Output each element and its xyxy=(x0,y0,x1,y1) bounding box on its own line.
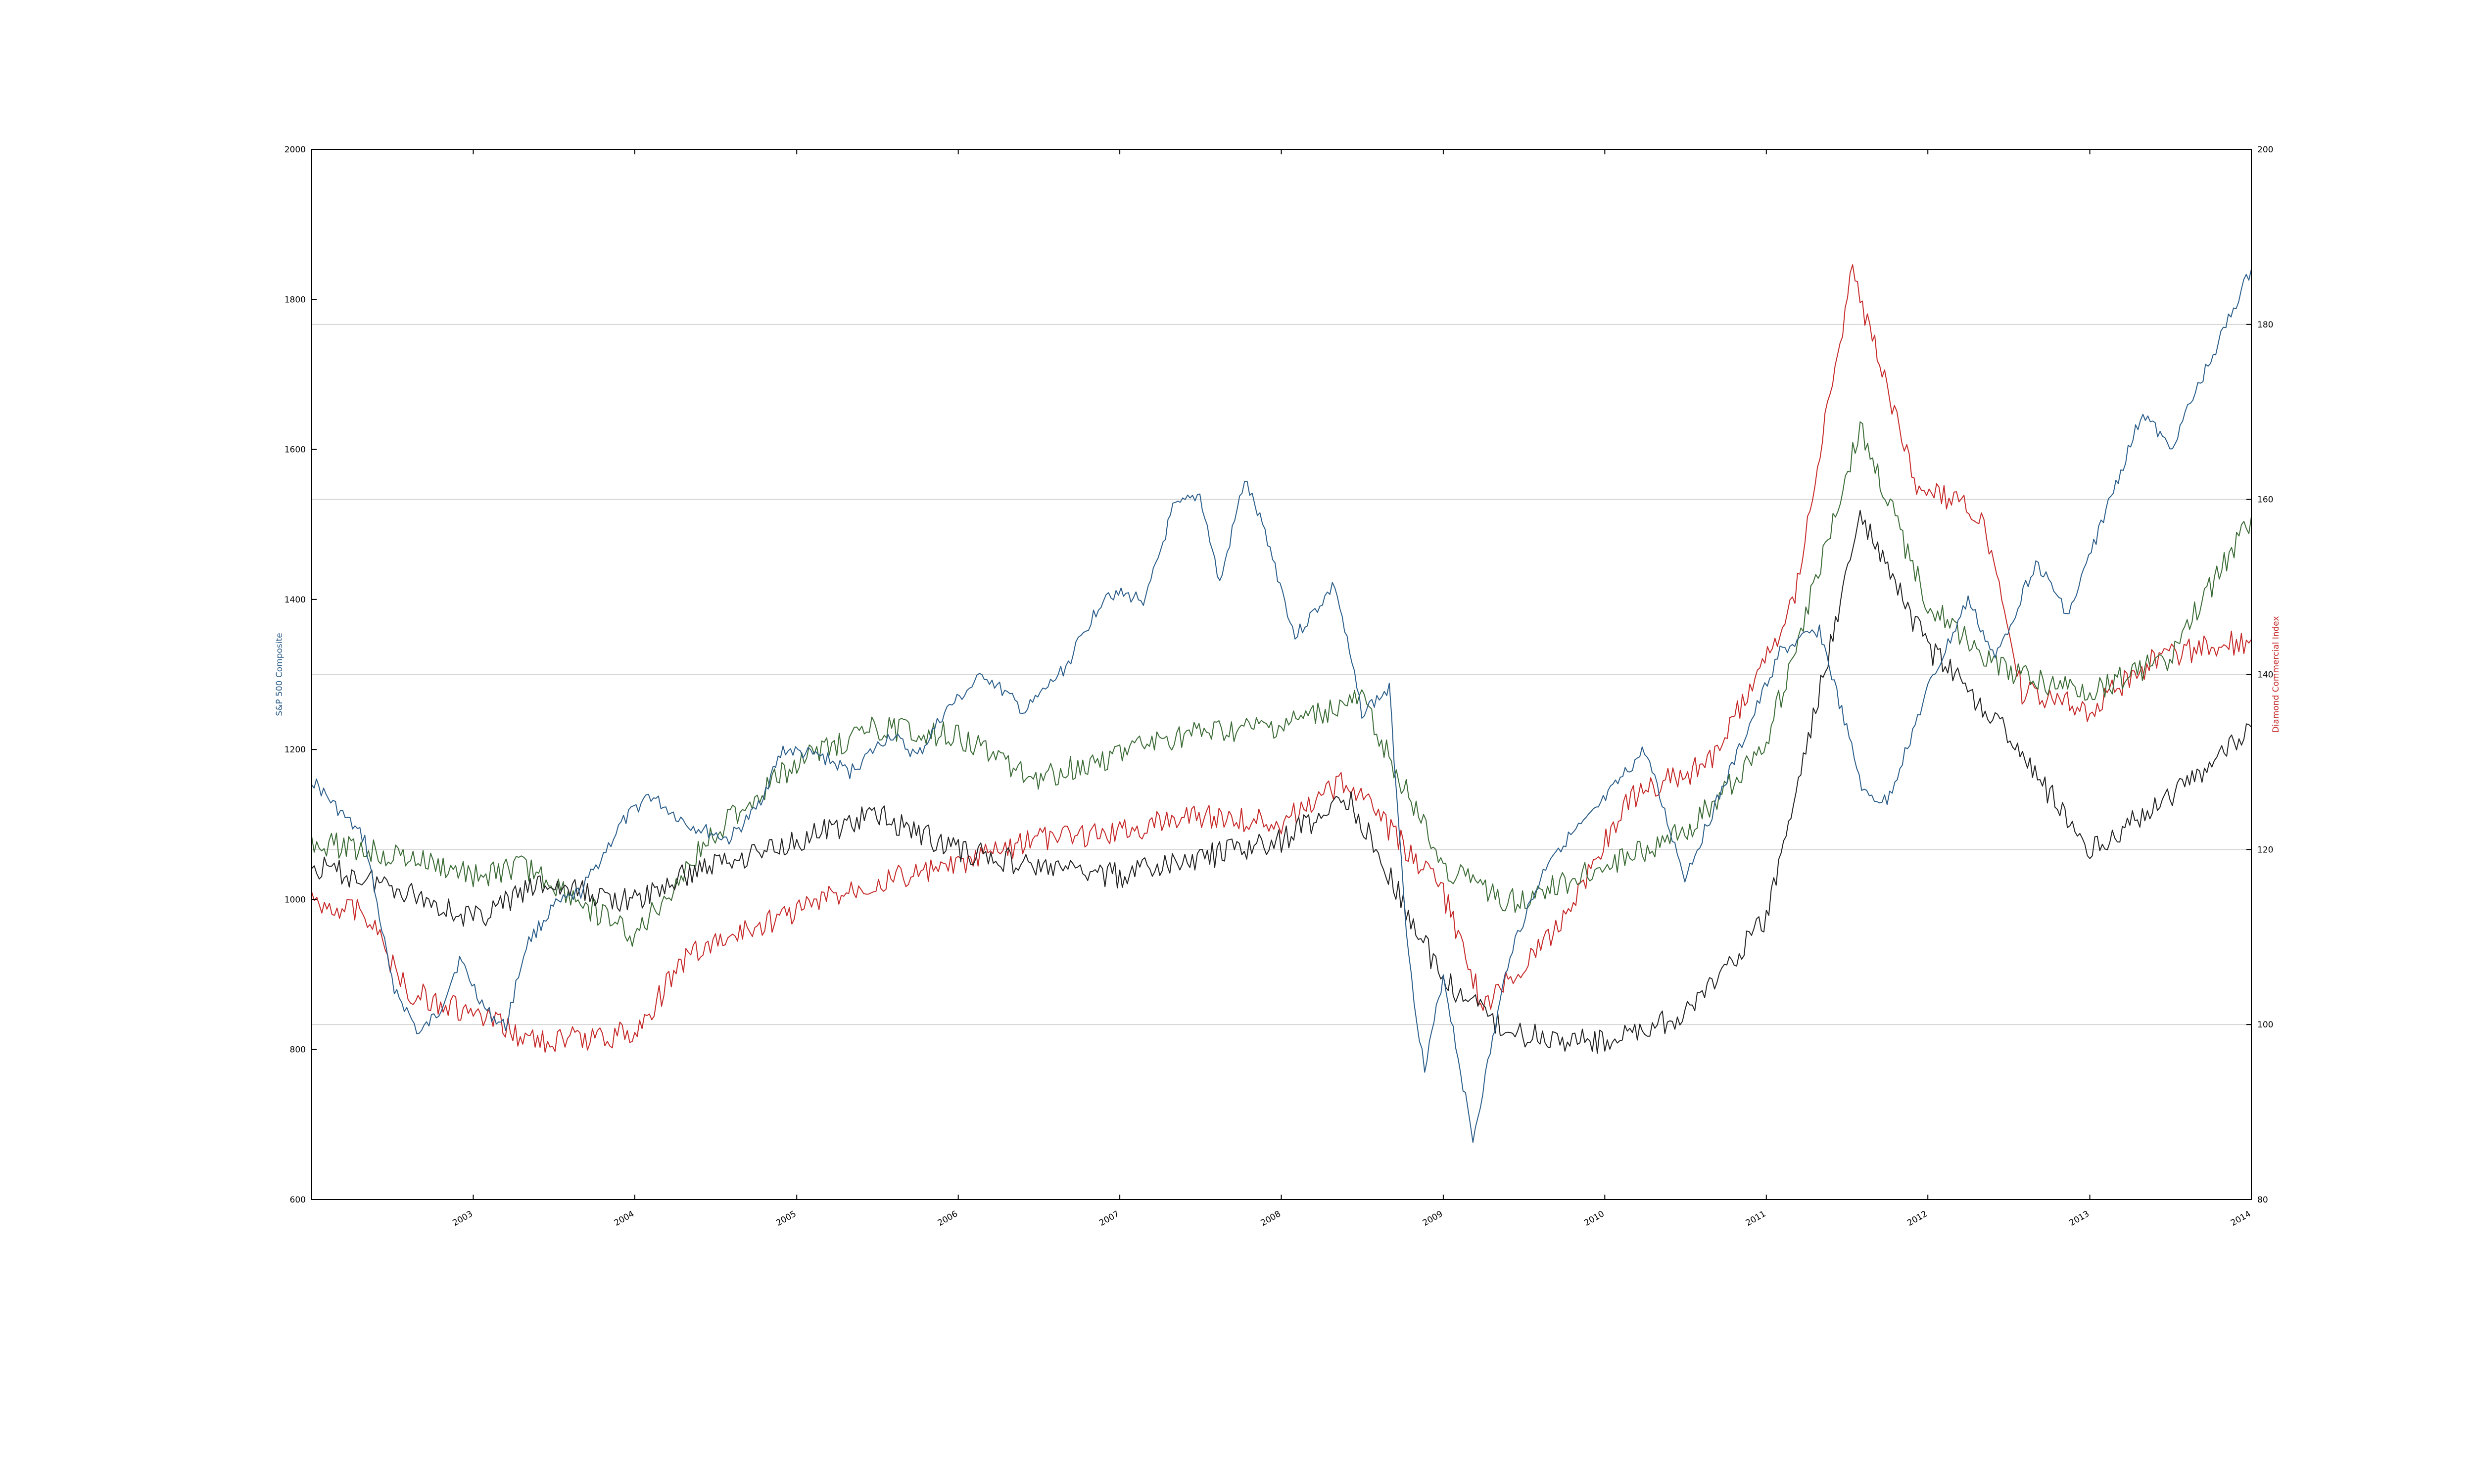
left-tick-label: 2000 xyxy=(285,145,306,155)
right-tick-label: 80 xyxy=(2257,1195,2268,1205)
series-line-series_green xyxy=(311,421,2252,947)
left-tick-label: 1400 xyxy=(285,595,306,605)
left-y-axis: 600 800 1000 1200 1400 1600 1800 2000 xyxy=(285,145,317,1205)
left-axis-title: S&P 500 Composite xyxy=(275,633,285,716)
right-tick-label: 200 xyxy=(2257,145,2273,155)
left-tick-label: 1200 xyxy=(285,745,306,755)
right-tick-label: 180 xyxy=(2257,320,2273,330)
left-tick-label: 1600 xyxy=(285,445,306,455)
series-layer xyxy=(311,264,2252,1143)
series-line-sp500 xyxy=(311,269,2252,1143)
left-tick-label: 800 xyxy=(290,1045,306,1055)
right-tick-label: 160 xyxy=(2257,495,2273,505)
left-tick-label: 1000 xyxy=(285,895,306,905)
right-tick-label: 140 xyxy=(2257,670,2273,680)
right-tick-label: 100 xyxy=(2257,1020,2273,1030)
series-line-series_red xyxy=(311,264,2252,1053)
right-tick-label: 120 xyxy=(2257,845,2273,855)
right-axis-title: Diamond Commercial Index xyxy=(2271,616,2281,733)
series-line-series_black xyxy=(311,510,2252,1054)
right-y-axis: 80 100 120 140 160 180 200 xyxy=(2246,145,2273,1205)
left-tick-label: 1800 xyxy=(285,295,306,305)
left-tick-label: 600 xyxy=(290,1195,306,1205)
